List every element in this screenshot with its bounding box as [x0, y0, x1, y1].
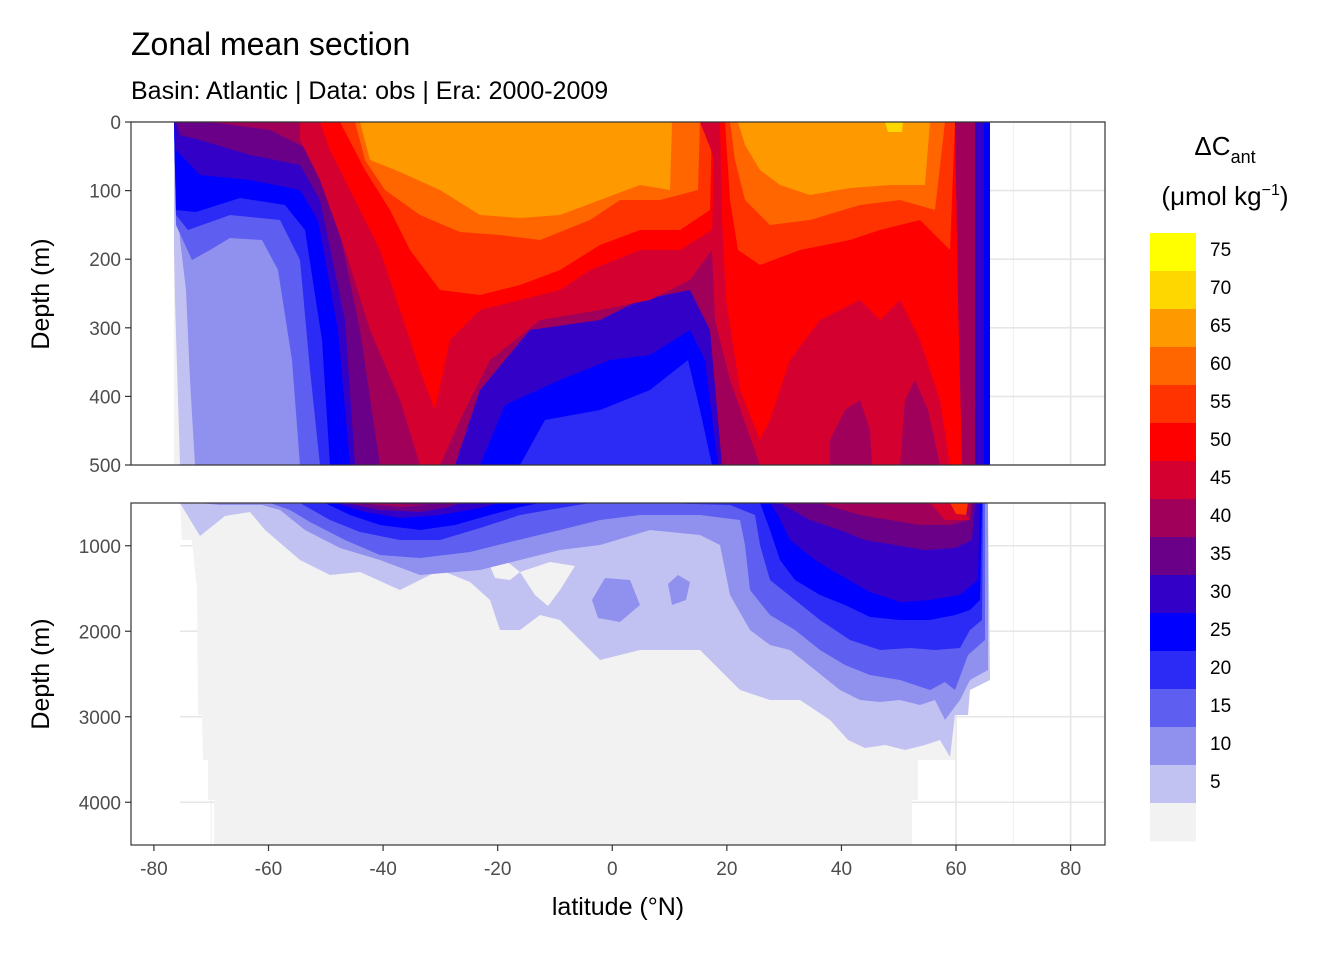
legend-label: 15 — [1210, 696, 1231, 717]
legend-key — [1150, 537, 1196, 576]
legend-key — [1150, 689, 1196, 728]
y-tick-label: 1000 — [79, 537, 121, 558]
legend-key — [1150, 233, 1196, 272]
upper-intrusion-purple-2 — [900, 380, 940, 465]
legend-key — [1150, 765, 1196, 804]
x-tick-label: 20 — [716, 859, 737, 880]
x-tick-label: 60 — [945, 859, 966, 880]
y-tick-label: 400 — [89, 387, 121, 408]
legend-unit-prefix: (μmol kg — [1161, 181, 1261, 211]
legend-label: 65 — [1210, 316, 1231, 337]
legend-key — [1150, 499, 1196, 538]
x-axis-title: latitude (°N) — [552, 893, 684, 921]
legend-unit: (μmol kg−1) — [1161, 181, 1288, 211]
legend-key — [1150, 461, 1196, 500]
x-tick-label: -80 — [140, 859, 167, 880]
legend-label: 30 — [1210, 582, 1231, 603]
upper-contour-70-south — [360, 122, 672, 218]
y-tick-label: 0 — [110, 113, 121, 134]
legend-label: 55 — [1210, 392, 1231, 413]
chart-title: Zonal mean section — [131, 26, 410, 62]
legend: ΔCant (μmol kg−1) 75 70 65 60 55 50 45 40 35 30 25… — [1150, 131, 1289, 842]
lower-blank-south — [131, 503, 180, 845]
lower-panel: 1000 2000 3000 4000 — [79, 502, 1106, 846]
upper-panel-field — [131, 122, 990, 465]
x-tick-label: 40 — [831, 859, 852, 880]
y-tick-label: 2000 — [79, 622, 121, 643]
y-tick-label: 4000 — [79, 793, 121, 814]
legend-key — [1150, 309, 1196, 348]
chart-subtitle: Basin: Atlantic | Data: obs | Era: 2000-… — [131, 77, 608, 105]
lower-y-ticks: 1000 2000 3000 4000 — [79, 537, 131, 814]
lower-contour-40 — [345, 503, 975, 550]
legend-key — [1150, 575, 1196, 614]
legend-label: 40 — [1210, 506, 1231, 527]
legend-label: 70 — [1210, 278, 1231, 299]
legend-label: 5 — [1210, 772, 1221, 793]
legend-label: 50 — [1210, 430, 1231, 451]
lower-contour-35 — [335, 503, 980, 602]
x-tick-label: -20 — [484, 859, 511, 880]
legend-unit-suffix: ) — [1280, 181, 1289, 211]
lower-contour-50 — [930, 503, 970, 520]
y-tick-label: 500 — [89, 456, 121, 477]
legend-title-main: ΔC — [1194, 131, 1230, 161]
legend-key — [1150, 803, 1196, 842]
lower-patch-5-1 — [520, 562, 575, 606]
lower-panel-field — [131, 503, 990, 845]
upper-intrusion-purple-1 — [830, 400, 872, 465]
legend-key — [1150, 613, 1196, 652]
upper-panel: 0 100 200 300 400 500 — [89, 113, 1106, 477]
y-tick-label: 100 — [89, 182, 121, 203]
legend-label: 45 — [1210, 468, 1231, 489]
x-tick-label: -40 — [369, 859, 396, 880]
upper-contour-75-north — [885, 122, 903, 132]
x-axis-ticks: -80 -60 -40 -20 0 20 40 60 80 — [140, 845, 1081, 880]
legend-label: 20 — [1210, 658, 1231, 679]
y-tick-label: 200 — [89, 250, 121, 271]
lower-patch-15-equator — [592, 578, 640, 622]
legend-unit-sup: −1 — [1262, 182, 1280, 199]
upper-tropical-core-20 — [520, 360, 712, 465]
y-tick-label: 3000 — [79, 708, 121, 729]
legend-label: 60 — [1210, 354, 1231, 375]
legend-key — [1150, 423, 1196, 462]
y-axis-title-upper: Depth (m) — [27, 238, 55, 349]
legend-title: ΔCant — [1194, 131, 1255, 167]
upper-y-ticks: 0 100 200 300 400 500 — [89, 113, 131, 477]
upper-north-edge-25 — [984, 122, 990, 465]
upper-panel-border — [130, 121, 1106, 466]
x-tick-label: 80 — [1060, 859, 1081, 880]
legend-label: 25 — [1210, 620, 1231, 641]
x-tick-label: 0 — [607, 859, 618, 880]
lower-panel-border — [130, 502, 1106, 846]
legend-label: 35 — [1210, 544, 1231, 565]
legend-title-sub: ant — [1231, 147, 1256, 167]
lower-patch-15-north — [668, 575, 690, 605]
legend-key — [1150, 385, 1196, 424]
upper-blank-south — [131, 122, 174, 465]
legend-key — [1150, 651, 1196, 690]
legend-keys: 75 70 65 60 55 50 45 40 35 30 25 20 15 10 5 — [1150, 233, 1231, 842]
lower-contour-45 — [360, 503, 972, 525]
legend-key — [1150, 271, 1196, 310]
legend-label: 75 — [1210, 240, 1231, 261]
legend-label: 10 — [1210, 734, 1231, 755]
upper-north-edge-45 — [955, 122, 975, 465]
x-tick-label: -60 — [255, 859, 282, 880]
upper-north-edge-35 — [975, 122, 984, 465]
upper-contour-70-north — [738, 122, 930, 195]
y-axis-title-lower: Depth (m) — [27, 618, 55, 729]
y-tick-label: 300 — [89, 319, 121, 340]
legend-key — [1150, 347, 1196, 386]
legend-key — [1150, 727, 1196, 766]
lower-contour-55 — [950, 503, 968, 515]
